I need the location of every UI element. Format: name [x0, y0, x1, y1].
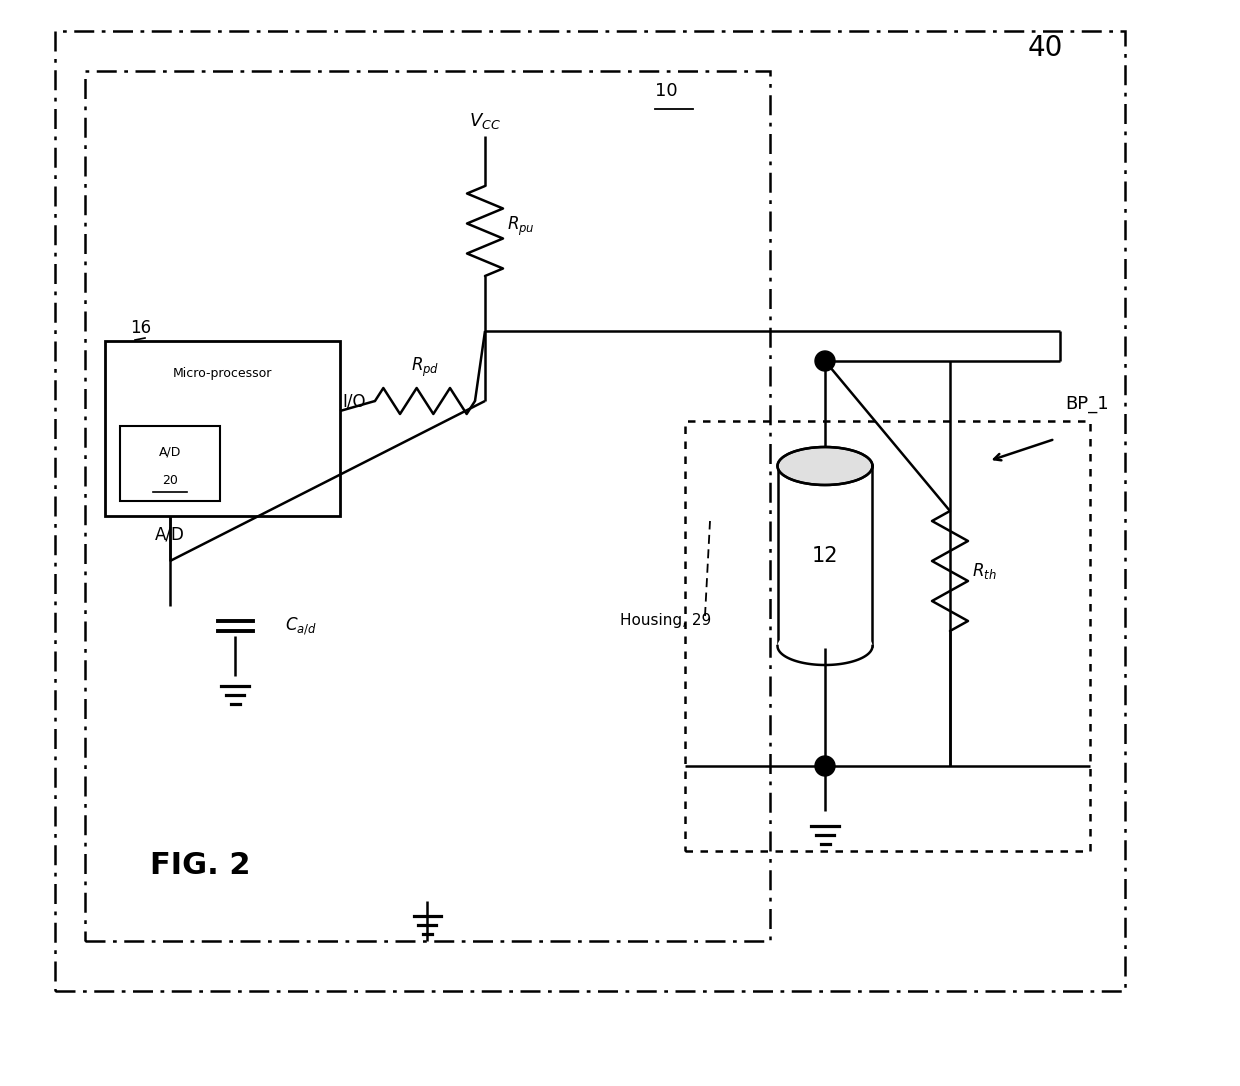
- Text: 12: 12: [812, 546, 838, 566]
- Bar: [777, 466, 873, 646]
- Bar: [120, 426, 219, 501]
- Text: FIG. 2: FIG. 2: [150, 851, 250, 881]
- Text: 16: 16: [130, 319, 151, 337]
- Ellipse shape: [777, 447, 873, 485]
- Text: $C_{a/d}$: $C_{a/d}$: [285, 615, 317, 636]
- Text: $R_{pu}$: $R_{pu}$: [507, 214, 534, 238]
- Text: $R_{pd}$: $R_{pd}$: [410, 356, 439, 379]
- Text: $R_{th}$: $R_{th}$: [972, 561, 997, 581]
- Ellipse shape: [777, 627, 873, 665]
- Text: 40: 40: [1027, 34, 1063, 62]
- Text: I/O: I/O: [342, 392, 366, 411]
- Text: Housing, 29: Housing, 29: [620, 614, 712, 629]
- Circle shape: [815, 756, 835, 776]
- Text: Micro-processor: Micro-processor: [172, 366, 273, 379]
- Text: 10: 10: [655, 83, 677, 100]
- Text: $V_{CC}$: $V_{CC}$: [469, 111, 501, 131]
- Text: A/D: A/D: [155, 525, 185, 543]
- Circle shape: [815, 351, 835, 371]
- Text: A/D: A/D: [159, 445, 181, 458]
- Text: BP_1: BP_1: [1065, 395, 1109, 413]
- Text: 20: 20: [162, 473, 177, 487]
- Bar: [105, 341, 340, 516]
